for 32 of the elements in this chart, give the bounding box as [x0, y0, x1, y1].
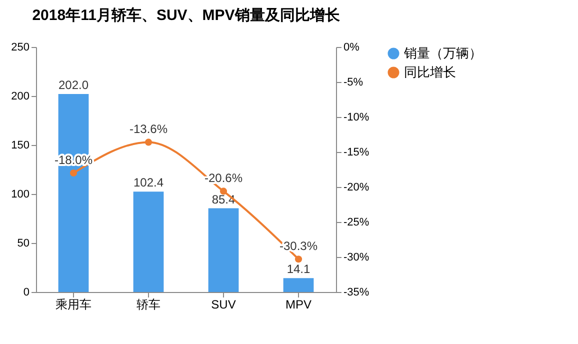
y-tick-label: 200	[11, 90, 30, 102]
y2-tick-label: -25%	[344, 216, 370, 228]
data-label: 202.0	[58, 78, 89, 92]
y-tick-label: 50	[17, 238, 30, 250]
point	[220, 188, 228, 195]
y-tick-label: 150	[11, 140, 30, 152]
chart-title: 2018年11月轿车、SUV、MPV销量及同比增长	[32, 6, 341, 24]
bar	[283, 278, 314, 292]
point	[144, 138, 152, 146]
y2-tick-label: 0%	[344, 42, 360, 54]
x-tick-label: MPV	[285, 298, 312, 312]
data-label: 102.4	[133, 176, 164, 190]
bar	[133, 192, 164, 292]
x-tick-label: 轿车	[136, 298, 160, 312]
data-label: 14.1	[286, 262, 310, 276]
y-tick-label: 0	[23, 286, 30, 298]
y-tick-label: 100	[11, 188, 30, 200]
x-tick-label: 乘用车	[56, 298, 92, 312]
point	[294, 256, 302, 263]
data-label: -13.6%	[129, 122, 168, 136]
x-tick-label: SUV	[211, 298, 236, 312]
legend-label: 销量（万辆）	[403, 46, 482, 60]
y2-tick-label: -35%	[344, 286, 370, 298]
point	[70, 169, 78, 177]
y2-tick-label: -10%	[344, 112, 370, 124]
y2-tick-label: -15%	[344, 146, 370, 158]
y2-tick-label: -20%	[344, 182, 370, 194]
y-tick-label: 250	[11, 42, 30, 54]
y2-tick-label: -30%	[344, 252, 370, 264]
bar	[208, 208, 239, 292]
y2-tick-label: -5%	[344, 76, 364, 88]
legend-label: 同比增长	[404, 64, 456, 80]
